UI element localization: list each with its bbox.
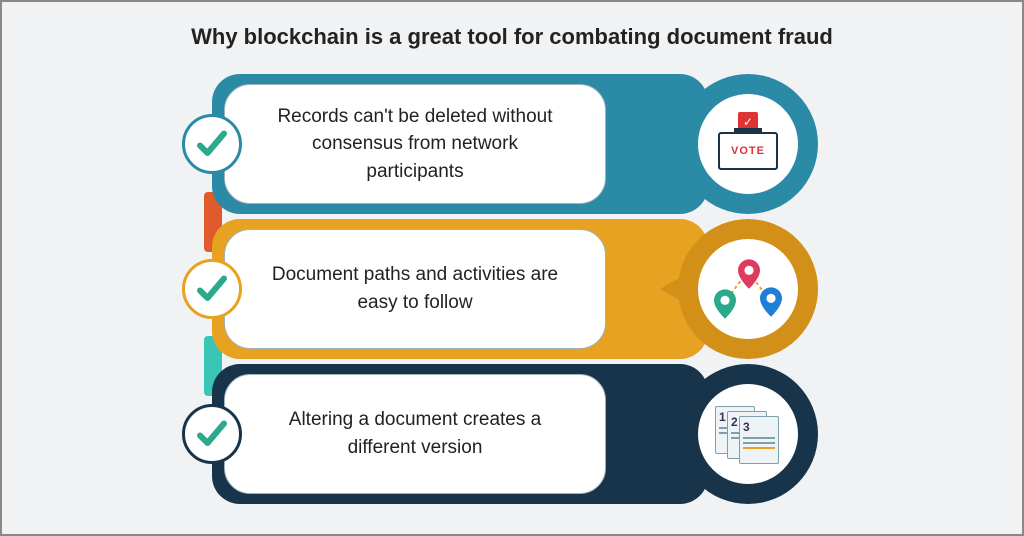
map-pins-icon	[712, 259, 784, 319]
benefit-text: Altering a document creates a different …	[265, 406, 565, 461]
icon-bubble: 1 2 3	[678, 364, 818, 504]
check-icon	[194, 271, 230, 307]
benefit-row-3: Altering a document creates a different …	[212, 364, 832, 504]
check-icon	[194, 126, 230, 162]
checkmark-badge	[182, 259, 242, 319]
check-icon	[194, 416, 230, 452]
icon-bubble	[678, 219, 818, 359]
checkmark-badge	[182, 404, 242, 464]
benefit-text: Records can't be deleted without consens…	[265, 103, 565, 186]
benefit-card: Altering a document creates a different …	[224, 374, 606, 494]
benefit-text: Document paths and activities are easy t…	[265, 261, 565, 316]
benefit-card: Document paths and activities are easy t…	[224, 229, 606, 349]
benefit-row-2: Document paths and activities are easy t…	[212, 219, 832, 359]
infographic-stage: Records can't be deleted without consens…	[212, 74, 832, 514]
icon-bubble: ✓ VOTE	[678, 74, 818, 214]
documents-icon: 1 2 3	[715, 406, 781, 462]
checkmark-badge	[182, 114, 242, 174]
vote-box-icon: ✓ VOTE	[716, 116, 780, 172]
page-title: Why blockchain is a great tool for comba…	[2, 2, 1022, 50]
benefit-row-1: Records can't be deleted without consens…	[212, 74, 832, 214]
benefit-card: Records can't be deleted without consens…	[224, 84, 606, 204]
